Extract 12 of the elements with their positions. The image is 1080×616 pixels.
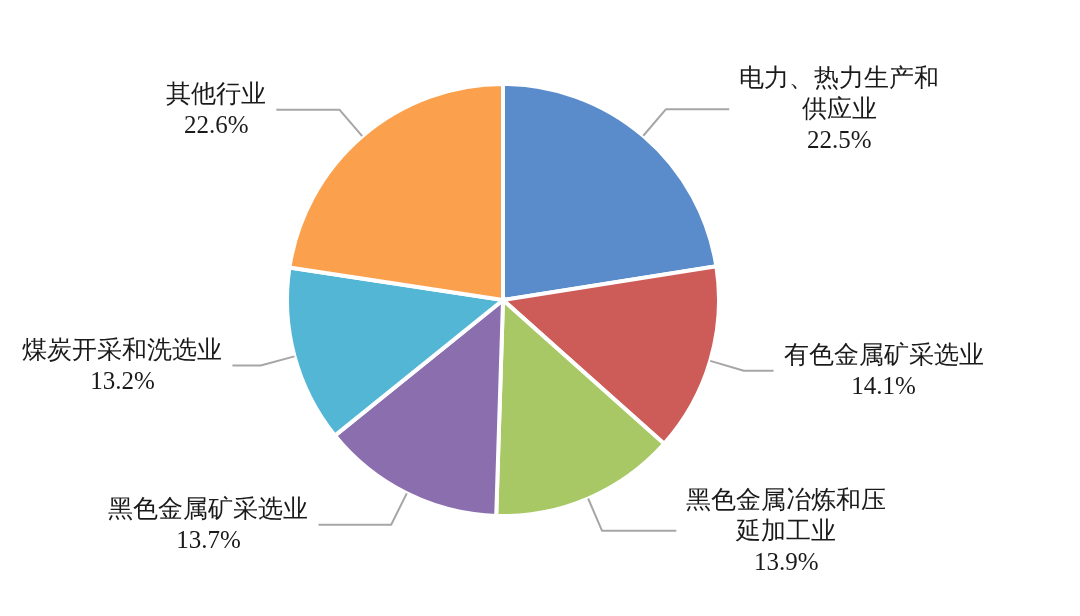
data-label: 22.5% [806, 126, 872, 154]
data-label: 13.7% [176, 526, 241, 554]
slice-label: 煤炭开采和洗选业 [22, 335, 223, 363]
data-label: 22.6% [184, 111, 249, 139]
slice-label: 其他行业 [166, 80, 267, 108]
slice-label: 电力、热力生产和供应业 [739, 64, 940, 123]
data-label: 13.2% [90, 366, 155, 394]
slice-label: 有色金属矿采选业 [783, 341, 984, 369]
data-label: 13.9% [754, 547, 819, 575]
data-label: 14.1% [851, 372, 916, 400]
slice-label: 黑色金属冶炼和压延加工业 [686, 485, 887, 544]
slice-label: 黑色金属矿采选业 [108, 495, 309, 523]
